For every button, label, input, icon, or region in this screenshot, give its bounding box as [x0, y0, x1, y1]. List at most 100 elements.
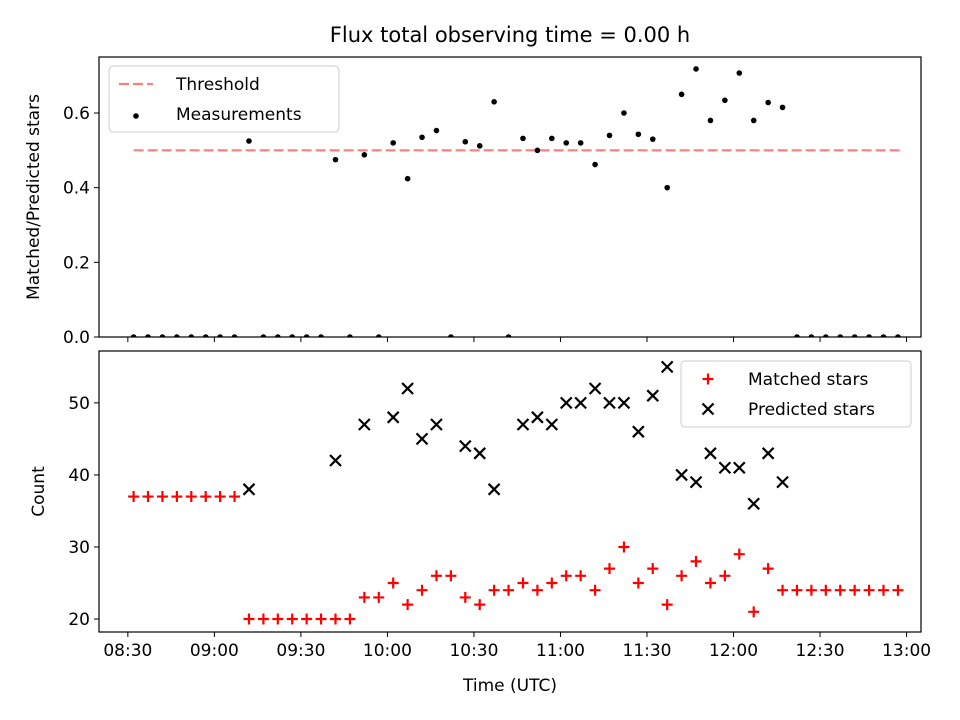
measurement-point [693, 66, 699, 72]
y-tick-label: 20 [68, 610, 90, 630]
measurement-point [188, 334, 195, 337]
matched-stars-point [805, 584, 817, 596]
measurement-point [808, 334, 815, 337]
matched-stars-point [618, 541, 630, 553]
matched-stars-point [748, 606, 760, 618]
matched-stars-point [661, 599, 673, 611]
matched-stars-point [445, 570, 457, 582]
matched-stars-point [344, 613, 356, 625]
matched-stars-point [560, 570, 572, 582]
measurement-point [722, 97, 728, 104]
matched-stars-point [128, 491, 140, 503]
measurement-point [750, 117, 757, 124]
matched-stars-point [604, 563, 616, 575]
y-tick-label: 30 [68, 538, 90, 558]
measurement-point [347, 334, 353, 337]
measurement-point [246, 138, 252, 144]
measurement-point [433, 127, 440, 134]
y-tick-label: 0.6 [63, 104, 90, 124]
x-tick-label: 13:00 [882, 641, 931, 661]
measurement-point [318, 334, 324, 337]
matched-stars-point [430, 570, 442, 582]
matched-stars-point [892, 584, 904, 596]
measurement-point [332, 156, 339, 163]
predicted-stars-point [473, 447, 486, 460]
matched-stars-point [402, 599, 414, 611]
predicted-stars-point [675, 468, 688, 482]
matched-stars-point [575, 570, 587, 582]
measurement-point [231, 334, 238, 337]
matched-stars-point [589, 584, 601, 596]
matched-stars-point [791, 584, 803, 596]
matched-stars-point [171, 491, 183, 503]
measurement-point [217, 334, 223, 337]
predicted-stars-point [747, 497, 760, 511]
predicted-stars-point [588, 382, 602, 395]
x-axis-label: Time (UTC) [462, 676, 557, 696]
matched-stars-point [834, 584, 846, 596]
matched-stars-point [777, 584, 789, 596]
predicted-stars-point [430, 418, 443, 431]
legend-label: Threshold [175, 75, 260, 95]
matched-stars-point [503, 584, 515, 596]
matched-stars-point [762, 563, 774, 575]
predicted-stars-point [704, 447, 717, 460]
matched-stars-point [488, 584, 500, 596]
x-tick-label: 11:00 [536, 641, 585, 661]
x-tick-label: 09:00 [190, 641, 239, 661]
matched-stars-point [863, 584, 875, 596]
predicted-stars-point [516, 418, 530, 431]
measurement-point [419, 134, 425, 141]
predicted-stars-point [459, 439, 472, 453]
measurement-point [577, 140, 584, 146]
measurement-point [563, 140, 570, 146]
legend-label: Matched stars [748, 370, 868, 390]
measurement-point [707, 117, 714, 124]
measurement-point [390, 140, 396, 146]
measurement-point [303, 334, 310, 337]
legend: Matched stars Predicted stars [680, 360, 912, 428]
measurement-point [361, 152, 368, 158]
predicted-stars-point [545, 418, 559, 431]
predicted-stars-point [574, 396, 587, 410]
predicted-stars-point [646, 389, 660, 402]
measurement-point [491, 99, 497, 105]
measurement-point [549, 135, 555, 142]
y-tick-label: 0.4 [63, 179, 90, 199]
predicted-stars-point [660, 360, 674, 374]
measurement-point [880, 334, 887, 337]
chart-title: Flux total observing time = 0.00 h [330, 23, 690, 47]
predicted-stars-point [617, 396, 631, 410]
matched-stars-point [820, 584, 832, 596]
measurement-point [534, 147, 541, 154]
predicted-stars-point [531, 411, 544, 424]
predicted-stars-point [559, 396, 573, 410]
matched-stars-point [373, 591, 385, 603]
bottom-panel: 08:30 09:00 09:30 10:00 10:30 11:00 11:30 12:00… [29, 350, 931, 661]
matched-stars-point [387, 577, 399, 589]
matched-stars-point [531, 584, 543, 596]
measurement-point [866, 334, 872, 337]
matched-stars-point [690, 555, 702, 567]
measurement-point [592, 161, 598, 168]
measurement-point [476, 143, 483, 149]
predicted-stars-point [603, 396, 616, 410]
data-layer [128, 360, 904, 625]
x-tick-label: 10:30 [449, 641, 498, 661]
measurement-point [664, 184, 670, 191]
x-tick-label: 08:30 [103, 641, 152, 661]
legend-label: Measurements [176, 105, 302, 125]
measurement-point [823, 334, 829, 337]
matched-stars-point [214, 491, 226, 503]
measurement-point [448, 334, 454, 337]
measurement-point [649, 136, 656, 142]
measurement-point [505, 334, 512, 337]
legend-box [108, 65, 340, 133]
x-tick-label: 09:30 [276, 641, 325, 661]
matched-stars-point [733, 548, 745, 560]
matched-stars-point [704, 577, 716, 589]
matched-stars-point [849, 584, 861, 596]
matched-stars-point [257, 613, 269, 625]
matched-stars-point [416, 584, 428, 596]
